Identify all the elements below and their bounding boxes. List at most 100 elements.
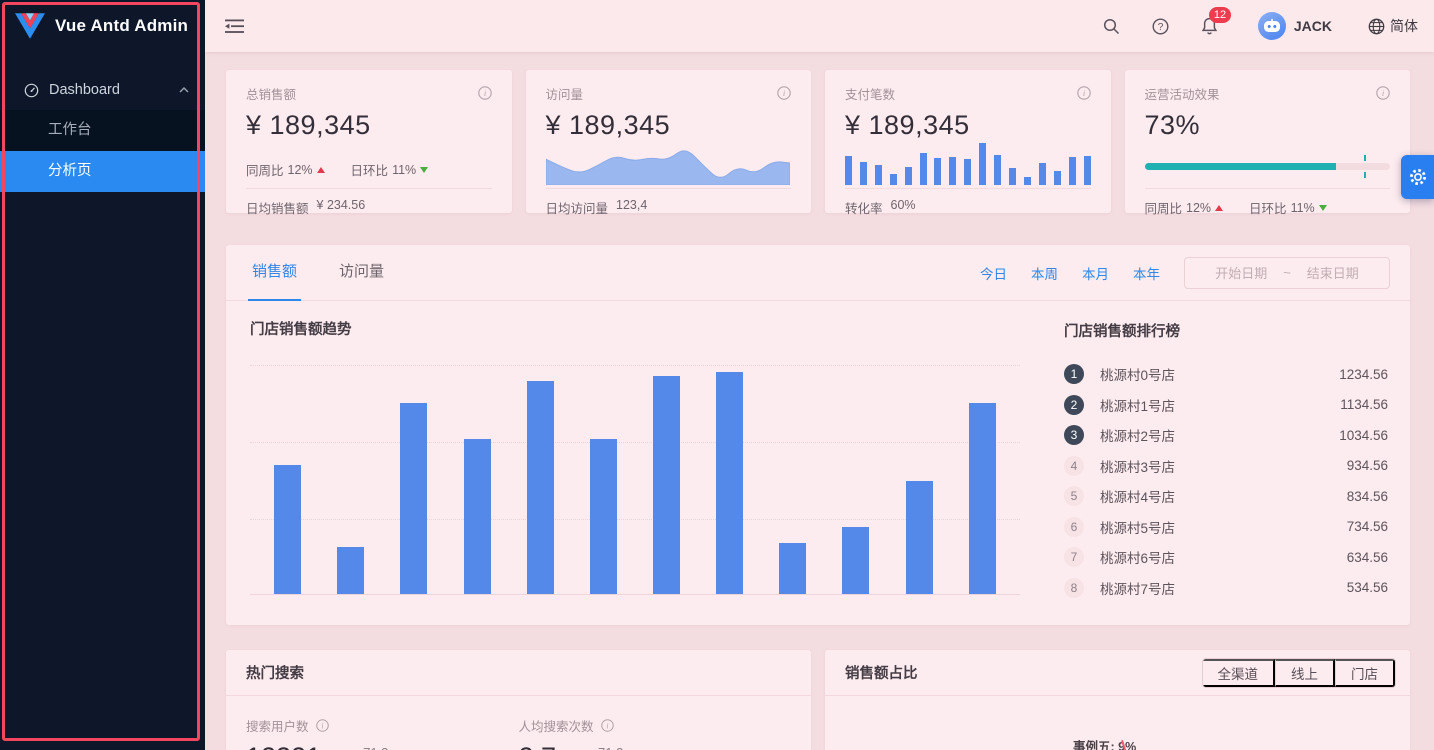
activity-progress-bar [1144, 155, 1390, 178]
chart-bar-6 [653, 376, 681, 594]
stat-trend: 71.2 [363, 745, 401, 750]
mini-bar-12 [1023, 177, 1031, 185]
rank-badge: 5 [1064, 486, 1084, 507]
sales-tabbar: 销售额 访问量 今日 本周 本月 本年 开始日期 ~ 结束日期 [226, 245, 1410, 301]
app-title: Vue Antd Admin [55, 16, 189, 35]
range-link-2[interactable]: 本月 [1082, 266, 1109, 282]
card-title: 销售额占比 [845, 666, 918, 682]
date-range-links: 今日 本周 本月 本年 [980, 263, 1160, 283]
date-range-picker[interactable]: 开始日期 ~ 结束日期 [1184, 256, 1390, 289]
chart-bar-0 [274, 465, 302, 594]
chart-bar-2 [400, 403, 428, 594]
mini-bar-14 [1053, 171, 1061, 185]
info-icon[interactable]: i [315, 719, 329, 732]
range-link-0[interactable]: 今日 [980, 266, 1007, 282]
mini-bar-9 [979, 143, 987, 185]
stat-trends: 同周比 12% 日环比 11% [246, 160, 429, 179]
mini-bar-7 [949, 157, 957, 185]
stat-trend: 71.2 [598, 745, 636, 750]
tabs: 销售额 访问量 [247, 245, 424, 301]
rank-badge: 2 [1064, 394, 1084, 415]
start-date-input[interactable]: 开始日期 [1215, 266, 1268, 281]
trend-week: 同周比 12% [246, 160, 325, 179]
sales-ratio-card: 销售额占比 全渠道 线上 门店 事例五: 9% [825, 650, 1410, 750]
svg-text:i: i [606, 721, 608, 730]
tab-1[interactable]: 访问量 [339, 262, 385, 280]
channel-button-2[interactable]: 门店 [1335, 658, 1395, 687]
ranking-row-3: 4 桃源村3号店 934.56 [1064, 451, 1390, 482]
info-icon[interactable]: i [1076, 86, 1091, 100]
store-name: 桃源村6号店 [1100, 551, 1176, 567]
mini-bar-16 [1083, 156, 1091, 185]
search-icon[interactable] [1103, 18, 1120, 35]
search-users-stat: 搜索用户数 i 12321 71.2 [246, 716, 519, 750]
hot-search-card: 热门搜索 搜索用户数 i 12321 71.2 人均 [226, 650, 811, 750]
mini-bar-10 [994, 155, 1002, 185]
ranking-row-6: 7 桃源村6号店 634.56 [1064, 542, 1390, 573]
stat-title: 运营活动效果 [1144, 87, 1220, 102]
trend-up-icon [1215, 204, 1224, 211]
chart-title: 门店销售额趋势 [250, 322, 352, 338]
rank-badge: 3 [1064, 425, 1084, 446]
svg-text:i: i [1082, 88, 1085, 98]
sidebar-item-dashboard[interactable]: Dashboard [0, 70, 205, 110]
submenu-item-1[interactable]: 分析页 [0, 151, 205, 192]
stat-card-total-sales: 总销售额 i ¥ 189,345 同周比 12% 日环比 11% 日均销售额 ¥ 23… [226, 70, 512, 216]
stat-footer: 日均访问量 123,4 [545, 198, 648, 216]
help-icon[interactable]: ? [1152, 17, 1169, 35]
side-menu: Dashboard 工作台分析页 [0, 70, 205, 192]
mini-bar-4 [904, 167, 912, 185]
mini-bar-8 [964, 159, 972, 185]
channel-button-0[interactable]: 全渠道 [1202, 658, 1275, 687]
svg-text:i: i [483, 88, 486, 98]
notification-badge: 12 [1208, 7, 1232, 23]
store-name: 桃源村2号店 [1100, 429, 1176, 445]
visits-area-chart [545, 150, 790, 185]
ranking-row-5: 6 桃源村5号店 734.56 [1064, 512, 1390, 543]
logo-row[interactable]: Vue Antd Admin [0, 0, 205, 52]
rank-badge: 6 [1064, 516, 1084, 537]
chart-bar-9 [842, 527, 870, 594]
menu-fold-icon[interactable] [225, 19, 244, 34]
submenu-item-0[interactable]: 工作台 [48, 122, 92, 138]
stat-card-payments: 支付笔数 i ¥ 189,345 转化率 60% [825, 70, 1111, 216]
stat-cards-row: 总销售额 i ¥ 189,345 同周比 12% 日环比 11% 日均销售额 ¥ 23… [226, 70, 1410, 216]
store-value: 1134.56 [1340, 397, 1388, 413]
dashboard-icon [24, 83, 39, 98]
info-icon[interactable]: i [600, 719, 614, 732]
range-link-1[interactable]: 本周 [1031, 266, 1058, 282]
settings-gear-button[interactable] [1401, 155, 1434, 199]
chart-bar-7 [716, 372, 744, 594]
svg-text:i: i [321, 721, 323, 730]
rank-badge: 7 [1064, 547, 1084, 568]
topbar-right: ? 12 JACK 简体 [1103, 7, 1418, 40]
channel-segmented-control: 全渠道 线上 门店 [1201, 657, 1396, 688]
tab-0[interactable]: 销售额 [247, 245, 302, 301]
avatar[interactable] [1257, 12, 1286, 40]
channel-button-1[interactable]: 线上 [1275, 658, 1335, 687]
chart-bar-8 [779, 543, 807, 594]
username[interactable]: JACK [1293, 18, 1332, 34]
end-date-input[interactable]: 结束日期 [1306, 266, 1359, 281]
info-icon[interactable]: i [477, 86, 492, 100]
chart-bar-5 [589, 439, 617, 594]
store-name: 桃源村4号店 [1100, 490, 1176, 506]
mini-bar-6 [934, 158, 942, 185]
notifications-bell-icon[interactable]: 12 [1201, 7, 1232, 35]
sidebar: Vue Antd Admin Dashboard 工作台分析页 [0, 0, 205, 750]
chart-bar-3 [463, 439, 491, 594]
stat-footer: 转化率 60% [845, 198, 916, 216]
stat-footer: 同周比 12% 日环比 11% [1145, 189, 1391, 217]
info-icon[interactable]: i [777, 86, 791, 100]
info-icon[interactable]: i [1376, 86, 1390, 100]
globe-icon[interactable] [1368, 18, 1385, 35]
locale-switcher[interactable]: 简体 [1390, 18, 1418, 34]
sales-panel: 销售额 访问量 今日 本周 本月 本年 开始日期 ~ 结束日期 门店销售额趋势 门店销售… [226, 245, 1410, 625]
gear-icon [1408, 167, 1428, 187]
rank-badge: 8 [1064, 577, 1084, 598]
stat-footer: 日均销售额 ¥ 234.56 [246, 198, 366, 216]
bottom-cards-row: 热门搜索 搜索用户数 i 12321 71.2 人均 [226, 650, 1410, 750]
range-link-3[interactable]: 本年 [1133, 266, 1160, 282]
store-name: 桃源村7号店 [1100, 581, 1176, 597]
ranking-title: 门店销售额排行榜 [1064, 324, 1180, 340]
